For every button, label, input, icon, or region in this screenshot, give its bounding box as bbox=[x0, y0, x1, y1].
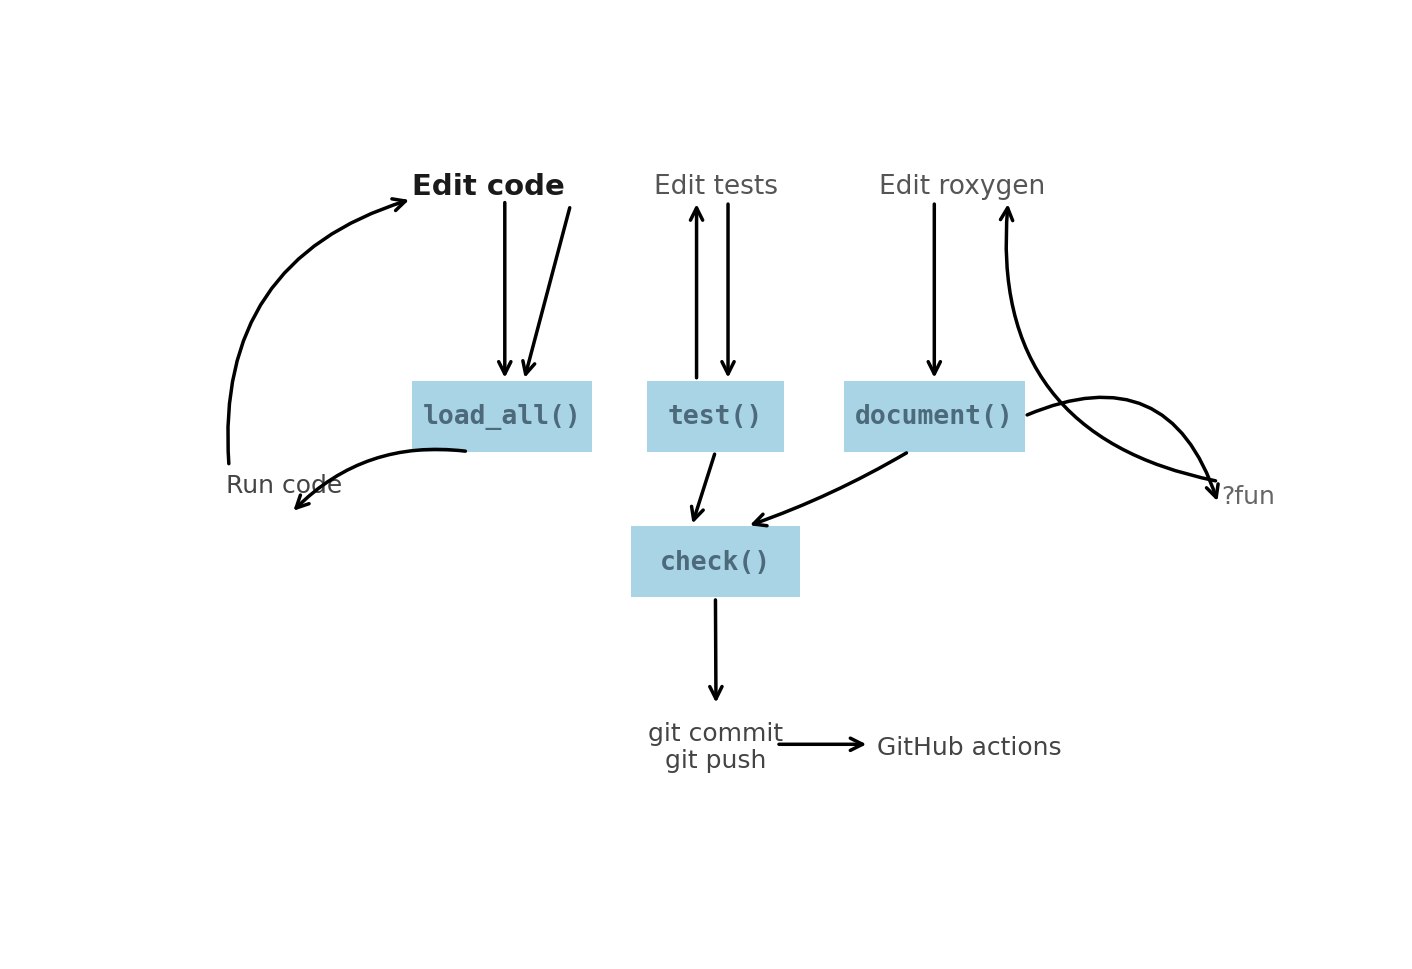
Text: GitHub actions: GitHub actions bbox=[877, 735, 1062, 759]
FancyBboxPatch shape bbox=[647, 381, 784, 452]
Text: Edit roxygen: Edit roxygen bbox=[880, 174, 1045, 201]
Text: Edit tests: Edit tests bbox=[654, 174, 778, 201]
Text: load_all(): load_all() bbox=[422, 404, 582, 429]
Text: Run code: Run code bbox=[226, 474, 342, 498]
FancyBboxPatch shape bbox=[412, 381, 593, 452]
Text: git commit
git push: git commit git push bbox=[648, 721, 784, 772]
Text: test(): test() bbox=[668, 404, 762, 429]
Text: Edit code: Edit code bbox=[412, 173, 565, 202]
FancyBboxPatch shape bbox=[631, 527, 801, 598]
FancyBboxPatch shape bbox=[844, 381, 1025, 452]
Text: check(): check() bbox=[659, 549, 771, 575]
Text: document(): document() bbox=[854, 404, 1014, 429]
Text: ?fun: ?fun bbox=[1221, 484, 1275, 509]
